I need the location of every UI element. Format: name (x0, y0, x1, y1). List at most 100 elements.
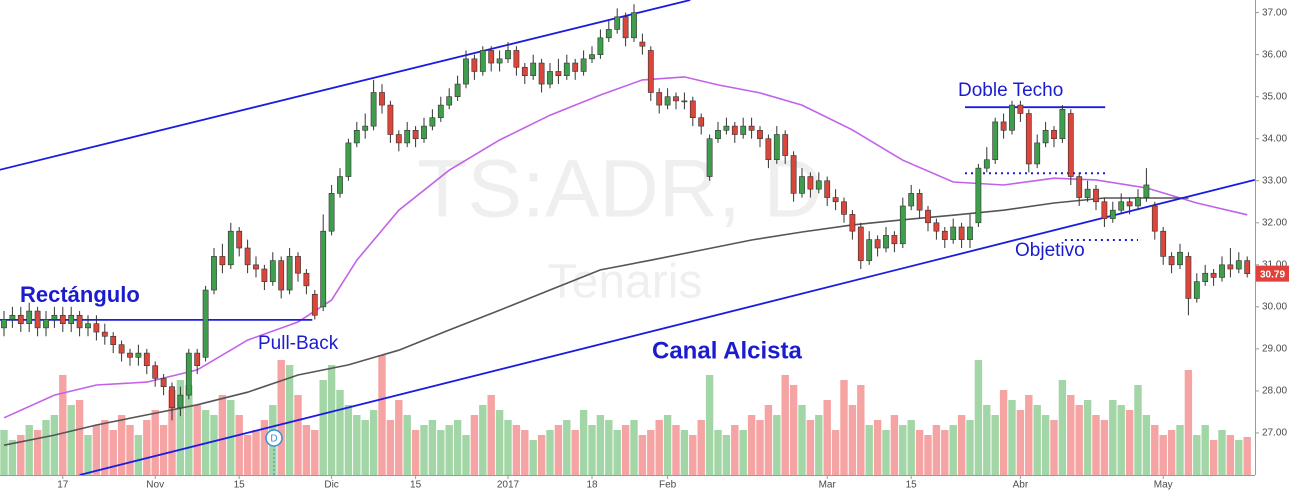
candle-body (68, 314, 75, 324)
volume-bar (949, 425, 957, 475)
candle-body (1076, 176, 1083, 198)
volume-bar (747, 415, 756, 475)
volume-bar (974, 360, 983, 475)
candle-body (454, 83, 461, 97)
x-tick-label: 18 (586, 480, 598, 491)
volume-bar (764, 405, 773, 475)
candle-body (1042, 130, 1049, 144)
volume-bar (672, 425, 680, 475)
volume-bar (621, 425, 630, 475)
volume-bar (857, 385, 865, 475)
candle-body (1025, 113, 1032, 165)
volume-bar (647, 430, 655, 475)
candle-body (958, 226, 965, 240)
candle-body (429, 117, 436, 127)
x-tick-label: Abr (1013, 480, 1029, 491)
volume-bar (277, 360, 285, 475)
candle-body (673, 96, 679, 102)
candle-body (832, 197, 839, 203)
candle-body (899, 205, 906, 245)
candle-body (353, 130, 360, 144)
candle-body (698, 117, 705, 127)
y-tick-label: 31.00 (1262, 259, 1287, 270)
dividend-label: D (270, 434, 277, 445)
volume-bar (655, 420, 663, 475)
volume-bar (605, 420, 613, 475)
candle-body (1009, 104, 1015, 131)
volume-bar (302, 425, 311, 475)
volume-bar (705, 375, 714, 475)
volume-bar (17, 435, 25, 475)
candle-body (446, 96, 453, 106)
volume-bar (1142, 415, 1151, 475)
candle-body (605, 29, 612, 39)
volume-bar (1041, 415, 1050, 475)
candle-body (656, 92, 663, 106)
candle-body (1084, 188, 1091, 198)
volume-bar (999, 390, 1008, 475)
moving-average (3, 197, 1189, 446)
volume-bar (361, 420, 369, 475)
volume-bar (1218, 430, 1226, 475)
x-tick-label: May (1154, 480, 1173, 491)
candle-body (639, 41, 646, 47)
candle-body (421, 125, 427, 140)
volume-bar (495, 410, 504, 475)
volume-bar (613, 430, 621, 475)
volume-bar (218, 395, 227, 475)
volume-bar (873, 420, 882, 475)
candle-body (857, 226, 864, 261)
volume-bar (1201, 425, 1209, 475)
candle-body (580, 58, 587, 72)
volume-bar (210, 415, 218, 475)
volume-bar (185, 385, 193, 475)
volume-bar (117, 415, 126, 475)
volume-bar (848, 405, 857, 475)
volume-bar (689, 435, 697, 475)
candle-body (437, 104, 444, 118)
volume-bar (941, 430, 949, 475)
volume-bar (126, 425, 134, 475)
volume-bar (327, 365, 336, 475)
candle-body (227, 230, 234, 266)
candle-body (337, 176, 343, 194)
volume-bar (1100, 420, 1109, 475)
candle-body (194, 352, 201, 367)
candle-body (681, 100, 688, 103)
candle-body (34, 310, 41, 329)
volume-bar (512, 425, 521, 475)
volume-bar (285, 365, 294, 475)
volume-bar (159, 425, 168, 475)
volume-bar (1092, 415, 1100, 475)
candle-body (1135, 197, 1141, 207)
volume-bar (840, 380, 848, 475)
volume-bar (806, 420, 815, 475)
candle-body (1185, 256, 1192, 299)
x-tick-label: Mar (819, 480, 837, 491)
candle-body (479, 50, 486, 72)
candle-body (589, 54, 595, 60)
volume-bar (453, 420, 462, 475)
volume-bar (1159, 435, 1167, 475)
candle-body (118, 344, 125, 354)
volume-layer (0, 355, 1251, 475)
candle-body (513, 50, 520, 68)
y-tick-label: 27.00 (1262, 428, 1287, 439)
volume-bar (420, 425, 428, 475)
candle-body (908, 193, 915, 207)
volume-bar (739, 430, 747, 475)
candle-body (17, 314, 24, 324)
dividend-marker[interactable] (265, 429, 283, 447)
candle-body (983, 159, 990, 169)
volume-bar (336, 390, 344, 475)
volume-bar (59, 375, 67, 475)
candle-body (849, 214, 856, 232)
volume-bar (1117, 405, 1125, 475)
candle-body (463, 58, 469, 85)
volume-bar (134, 435, 143, 475)
volume-bar (109, 430, 117, 475)
volume-bar (428, 420, 437, 475)
volume-bar (756, 420, 764, 475)
volume-bar (915, 430, 924, 475)
volume-bar (697, 420, 705, 475)
